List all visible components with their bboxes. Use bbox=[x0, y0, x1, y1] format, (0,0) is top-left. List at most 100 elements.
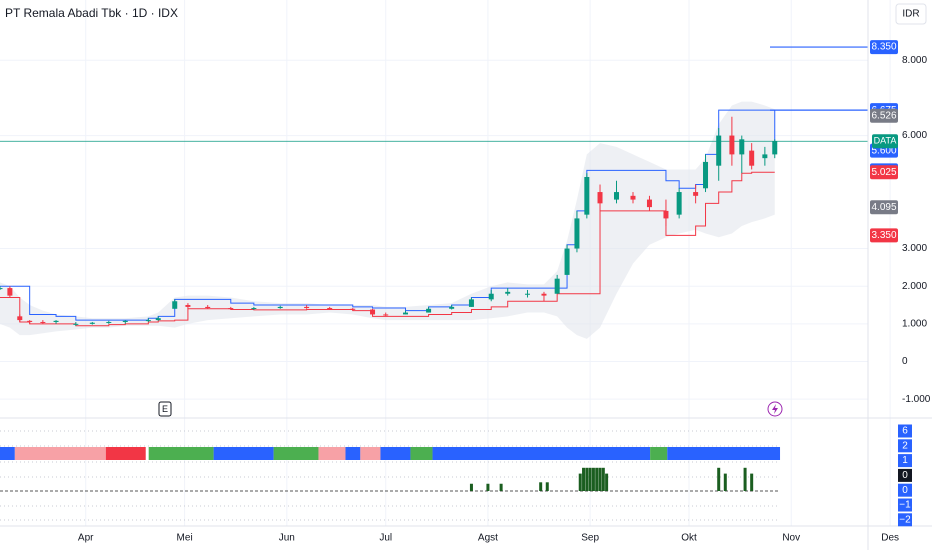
y-tick-label: 2.000 bbox=[902, 281, 927, 292]
currency[interactable]: IDR bbox=[902, 9, 919, 20]
state-segment bbox=[667, 447, 781, 460]
candle-body bbox=[89, 322, 95, 324]
indicator-label-box bbox=[898, 454, 912, 468]
candle-body bbox=[185, 305, 191, 307]
candle-body bbox=[505, 291, 511, 294]
level-label-box bbox=[870, 40, 898, 55]
level-label: 5.025 bbox=[871, 167, 896, 178]
currency-box[interactable] bbox=[895, 3, 927, 25]
y-tick-label: 8.000 bbox=[902, 55, 927, 66]
x-tick-label: Sep bbox=[581, 533, 599, 544]
candle-body bbox=[693, 192, 699, 196]
x-tick-label: Jun bbox=[279, 533, 295, 544]
candle-body bbox=[277, 306, 283, 309]
y-tick-label: 1.000 bbox=[902, 318, 927, 329]
histogram-bar bbox=[486, 483, 490, 491]
x-tick-label: Okt bbox=[681, 533, 697, 544]
level-label-box bbox=[870, 228, 898, 243]
indicator-axis-label: −1 bbox=[899, 500, 911, 511]
indicator-label-box bbox=[898, 439, 912, 453]
indicator-axis-label: 1 bbox=[902, 455, 908, 466]
candle-body bbox=[630, 195, 636, 200]
histogram-bar bbox=[585, 467, 589, 491]
candle-body bbox=[749, 150, 755, 166]
histogram-bar bbox=[578, 473, 582, 491]
indicator-axis-label: 6 bbox=[902, 426, 908, 437]
histogram-bar bbox=[595, 467, 599, 491]
histogram-bar bbox=[605, 473, 609, 491]
state-segment bbox=[273, 447, 319, 460]
histogram-bar bbox=[743, 467, 747, 491]
lightning-icon bbox=[772, 404, 778, 414]
level-label: 6.526 bbox=[871, 110, 896, 121]
candle-body bbox=[564, 248, 570, 275]
candle-body bbox=[574, 218, 580, 249]
y-tick-label: -1.000 bbox=[902, 394, 931, 405]
y-tick-label: 0 bbox=[902, 356, 908, 367]
candle-body bbox=[350, 308, 356, 310]
histogram-bar bbox=[539, 482, 543, 491]
state-segment bbox=[380, 447, 411, 460]
earnings-marker[interactable]: E bbox=[162, 404, 168, 414]
state-segment bbox=[650, 447, 668, 460]
x-tick-label: Apr bbox=[78, 533, 94, 544]
state-segment bbox=[105, 447, 146, 460]
candle-body bbox=[383, 314, 389, 316]
last-price-label: DATA bbox=[874, 136, 897, 146]
lower-line bbox=[0, 171, 775, 327]
candle-body bbox=[716, 135, 722, 166]
earnings-marker-box[interactable] bbox=[158, 401, 172, 417]
histogram-bar bbox=[588, 467, 592, 491]
histogram-bar bbox=[750, 473, 754, 491]
candle-body bbox=[327, 308, 333, 310]
indicator-axis-label: 2 bbox=[902, 440, 908, 451]
y-tick-label: 6.000 bbox=[902, 130, 927, 141]
candle-body bbox=[106, 321, 112, 323]
histogram-bar bbox=[545, 482, 549, 491]
candle-body bbox=[205, 306, 211, 309]
candle-body bbox=[762, 154, 768, 159]
level-label: 5.600 bbox=[871, 145, 896, 156]
last-price-box bbox=[872, 134, 898, 149]
state-segment bbox=[14, 447, 106, 460]
indicator-axis-label: 0 bbox=[902, 485, 908, 496]
state-segment bbox=[360, 447, 381, 460]
histogram-bar bbox=[499, 483, 503, 491]
x-tick-label: Jul bbox=[379, 533, 392, 544]
candle-body bbox=[646, 199, 652, 208]
candle-body bbox=[676, 192, 682, 215]
histogram-bar bbox=[598, 467, 602, 491]
indicator-label-box bbox=[898, 483, 912, 497]
histogram-bar bbox=[723, 473, 727, 491]
candle-body bbox=[172, 301, 178, 309]
x-tick-label: Mei bbox=[177, 533, 193, 544]
level-label-box bbox=[870, 165, 898, 180]
state-segment bbox=[345, 447, 361, 460]
level-label: 8.350 bbox=[871, 42, 896, 53]
candle-body bbox=[228, 308, 234, 310]
candle-body bbox=[27, 320, 33, 322]
indicator-axis-label: −2 bbox=[899, 514, 911, 525]
candle-body bbox=[488, 293, 494, 300]
band-area bbox=[0, 101, 775, 339]
state-segment bbox=[213, 447, 274, 460]
indicator-label-box bbox=[898, 468, 912, 482]
candle-body bbox=[554, 278, 560, 294]
histogram-bar bbox=[591, 467, 595, 491]
y-tick-label: 3.000 bbox=[902, 243, 927, 254]
candle-body bbox=[614, 192, 620, 200]
histogram-bar bbox=[717, 467, 721, 491]
indicator-axis-label: 0 bbox=[902, 470, 908, 481]
x-tick-label: Des bbox=[881, 533, 899, 544]
state-segment bbox=[148, 447, 214, 460]
candle-body bbox=[145, 320, 151, 322]
candle-body bbox=[403, 312, 409, 315]
indicator-label-box bbox=[898, 424, 912, 438]
candle-body bbox=[7, 288, 13, 296]
candle-body bbox=[663, 210, 669, 219]
candle-body bbox=[729, 135, 735, 155]
state-segment bbox=[432, 447, 651, 460]
histogram-bar bbox=[601, 467, 605, 491]
candle-body bbox=[304, 306, 310, 309]
